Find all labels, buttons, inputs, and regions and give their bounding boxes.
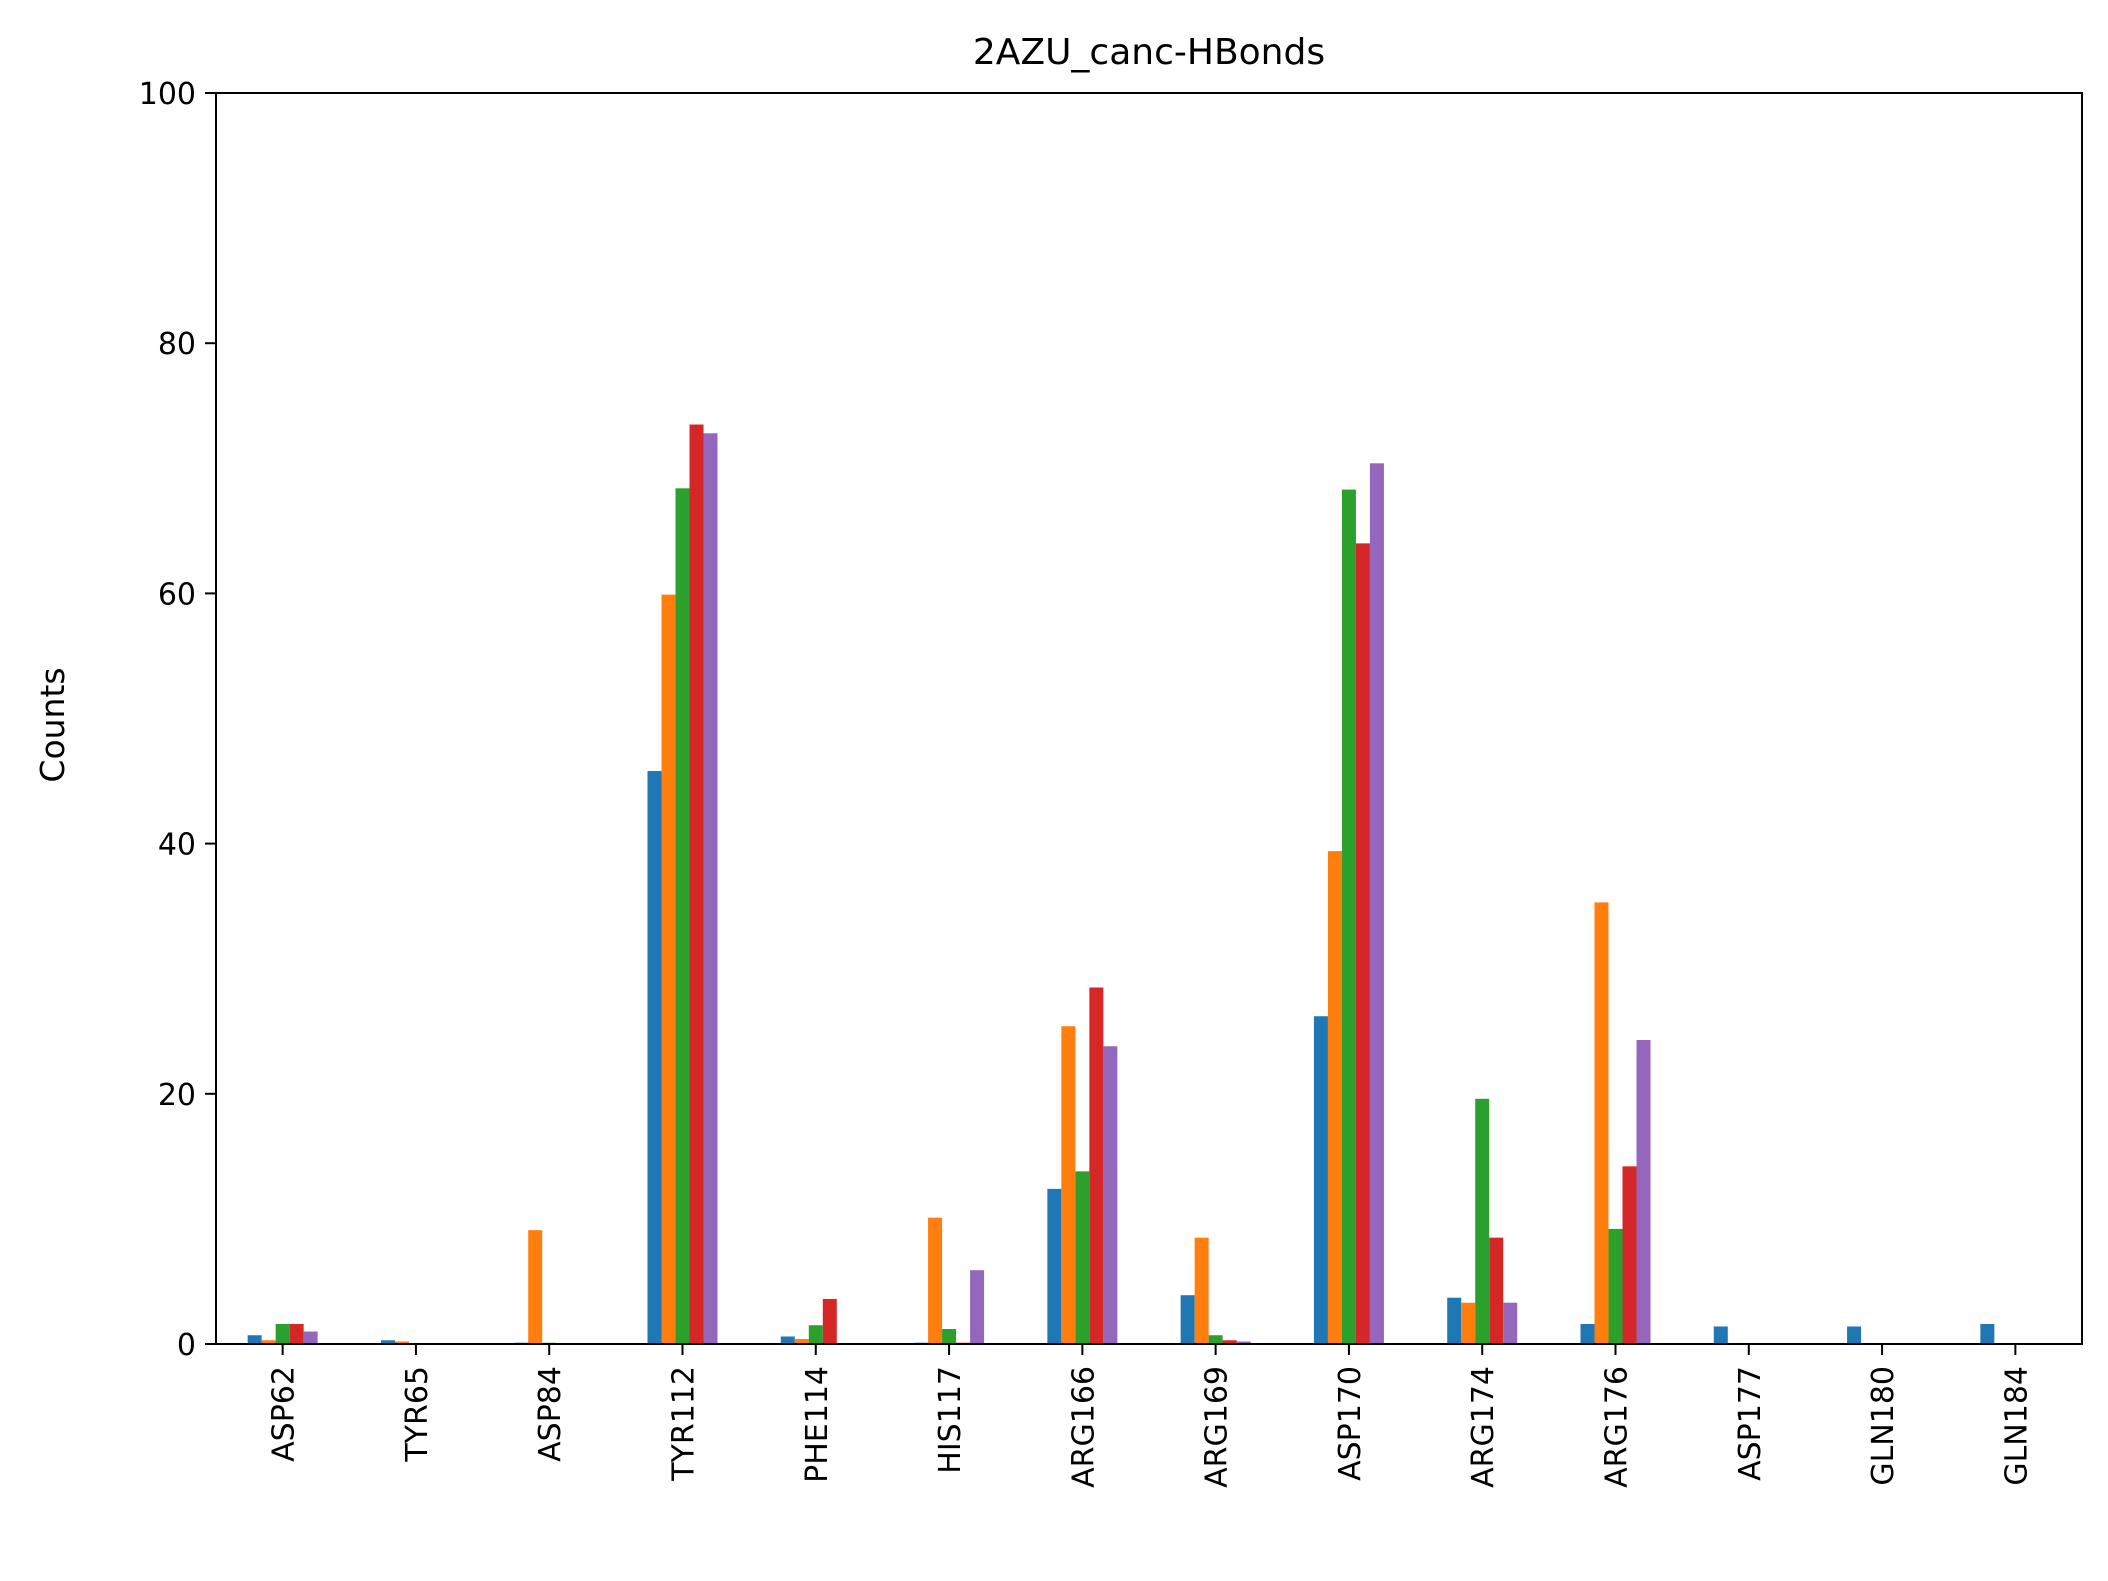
y-tick-label: 100 [139,77,196,112]
bar-arg166-series-4 [1089,987,1104,1344]
x-tick-label-asp84: ASP84 [533,1366,568,1462]
bar-asp170-series-4 [1355,543,1370,1344]
bar-arg166-series-2 [1061,1026,1076,1344]
x-tick-label-his117: HIS117 [933,1366,968,1474]
bar-his117-series-3 [942,1328,957,1344]
bar-arg174-series-2 [1461,1302,1476,1344]
y-axis-label: Counts [33,667,72,782]
y-tick-label: 20 [158,1078,196,1113]
bar-asp170-series-1 [1313,1016,1328,1344]
y-tick-label: 60 [158,577,196,612]
bar-phe114-series-2 [794,1339,809,1344]
bar-asp62-series-3 [275,1323,290,1344]
bar-arg169-series-3 [1208,1335,1223,1344]
bar-arg169-series-5 [1236,1341,1251,1344]
bar-arg169-series-2 [1194,1237,1209,1344]
bar-asp170-series-2 [1327,851,1342,1344]
bar-asp62-series-5 [303,1331,318,1344]
x-tick-label-gln180: GLN180 [1866,1366,1901,1486]
x-tick-label-tyr65: TYR65 [400,1366,435,1463]
x-tick-label-asp170: ASP170 [1333,1366,1368,1481]
x-tick-label-arg166: ARG166 [1066,1366,1101,1488]
bar-tyr112-series-2 [661,594,676,1344]
x-tick-label-arg169: ARG169 [1200,1366,1235,1488]
bar-arg174-series-5 [1503,1302,1518,1344]
bar-phe114-series-4 [822,1298,837,1344]
x-tick-label-arg176: ARG176 [1600,1366,1635,1488]
bar-arg174-series-1 [1447,1297,1462,1344]
bar-gln180-series-1 [1847,1326,1862,1344]
bar-his117-series-5 [970,1270,985,1344]
x-tick-label-tyr112: TYR112 [667,1366,702,1482]
x-tick-label-asp177: ASP177 [1733,1366,1768,1481]
axes-layer: 0 20 40 60 80 100 ASP62 TYR65 ASP84 TYR112 PHE114 H… [139,77,2083,1488]
bar-arg176-series-3 [1608,1228,1623,1344]
bar-asp84-series-2 [528,1230,543,1344]
bar-his117-series-2 [928,1217,943,1344]
bar-arg176-series-2 [1594,902,1609,1344]
bar-asp62-series-4 [289,1323,304,1344]
bar-asp62-series-2 [261,1340,276,1344]
x-tick-label-phe114: PHE114 [800,1366,835,1483]
bar-asp170-series-3 [1341,489,1356,1344]
x-tick-label-asp62: ASP62 [267,1366,302,1462]
bar-asp177-series-1 [1713,1326,1728,1344]
bar-arg166-series-5 [1103,1046,1118,1344]
y-tick-label: 0 [177,1328,196,1363]
bar-phe114-series-1 [780,1336,795,1344]
bar-arg176-series-4 [1622,1166,1637,1344]
y-tick-label: 80 [158,327,196,362]
bar-gln184-series-1 [1980,1323,1995,1344]
plot-frame [215,92,2083,1345]
x-tick-label-arg174: ARG174 [1466,1366,1501,1488]
bar-arg169-series-4 [1222,1340,1237,1344]
bar-arg169-series-1 [1180,1295,1195,1344]
x-tick-label-gln184: GLN184 [1999,1366,2034,1486]
bar-tyr112-series-3 [675,488,690,1344]
bar-arg166-series-1 [1047,1188,1062,1344]
bar-tyr112-series-4 [689,424,704,1344]
chart-title: 2AZU_canc-HBonds [973,32,1325,73]
bar-phe114-series-3 [808,1325,823,1344]
bar-arg176-series-5 [1636,1040,1651,1344]
bar-tyr112-series-5 [703,433,718,1344]
bar-tyr65-series-1 [380,1340,395,1344]
bar-arg166-series-3 [1075,1171,1090,1344]
bar-asp170-series-5 [1369,463,1384,1344]
bars-layer [247,424,1995,1344]
bar-tyr65-series-2 [394,1341,409,1344]
bar-asp62-series-1 [247,1335,262,1344]
bar-arg176-series-1 [1580,1323,1595,1344]
bar-tyr112-series-1 [647,771,662,1344]
bar-arg174-series-4 [1489,1237,1504,1344]
bar-arg174-series-3 [1475,1098,1490,1344]
y-tick-label: 40 [158,828,196,863]
